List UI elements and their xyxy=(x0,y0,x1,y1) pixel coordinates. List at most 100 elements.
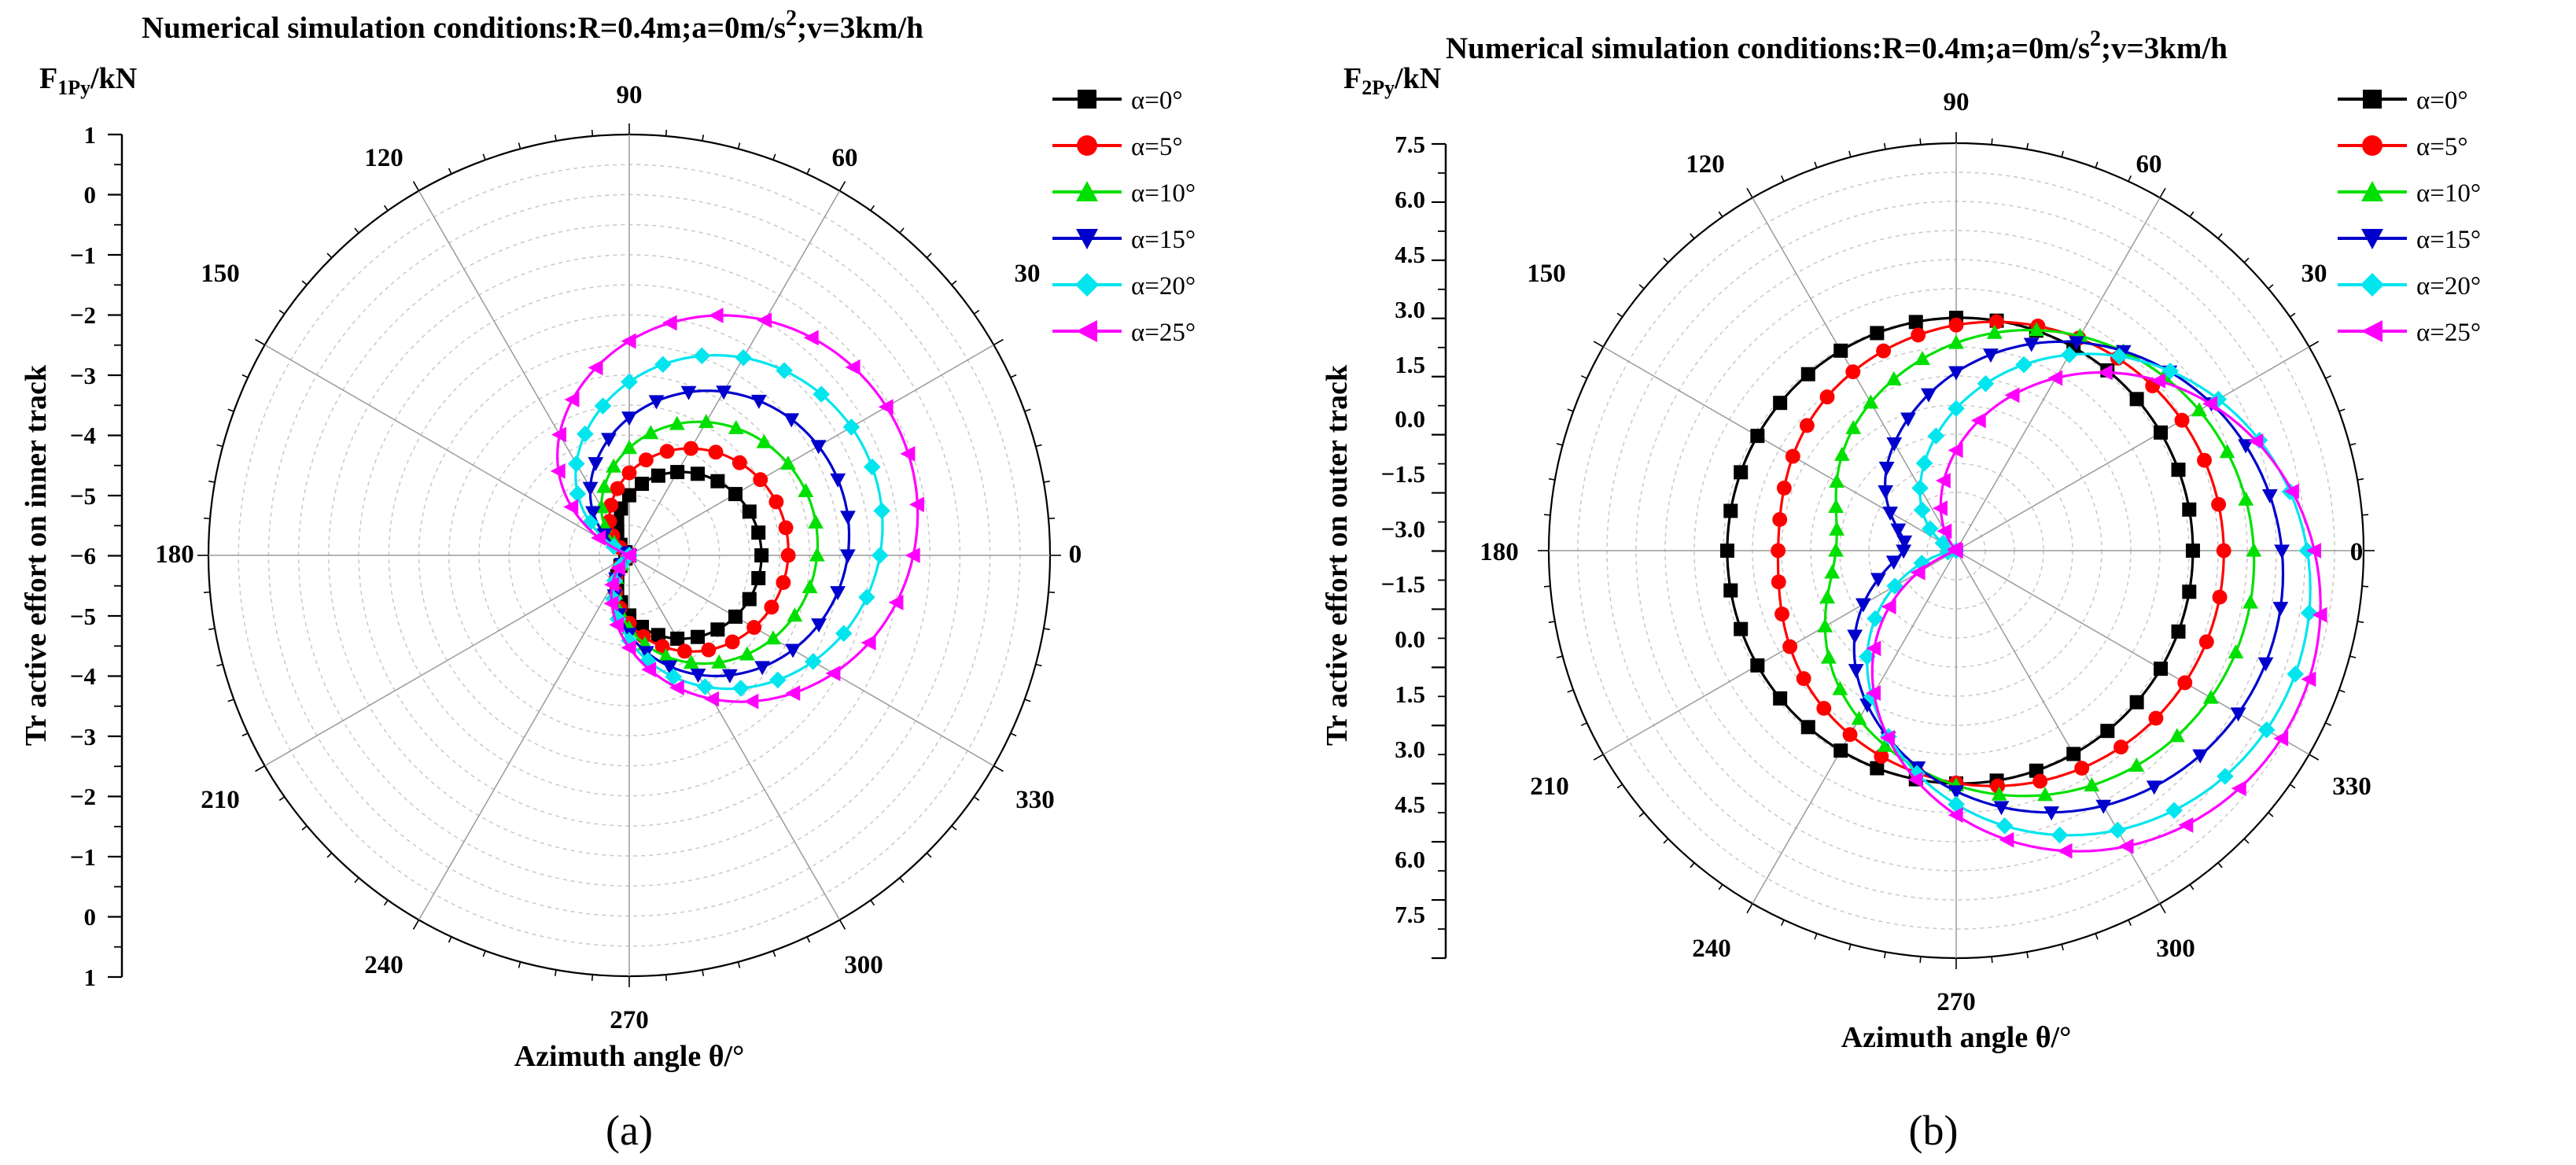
data-point-marker xyxy=(1848,664,1864,679)
panel-a-angle-label: 330 xyxy=(1015,786,1055,814)
data-point-marker xyxy=(2209,390,2228,408)
data-point-marker xyxy=(2191,402,2207,417)
polar-angle-tick xyxy=(1848,150,1852,157)
polar-angle-tick xyxy=(1638,812,1645,817)
polar-angle-tick xyxy=(216,663,223,667)
polar-angle-tick xyxy=(973,796,980,802)
data-point-marker xyxy=(728,419,744,434)
data-point-marker xyxy=(669,415,685,430)
data-point-marker xyxy=(680,385,697,400)
data-point-marker xyxy=(662,660,678,675)
data-point-marker xyxy=(1890,523,1907,538)
polar-angle-tick xyxy=(2338,408,2346,412)
data-point-marker xyxy=(721,669,738,684)
data-point-marker xyxy=(1937,523,1952,540)
data-point-marker xyxy=(1845,419,1862,434)
legend-marker-diamond xyxy=(1075,273,1099,297)
data-point-marker xyxy=(810,440,827,455)
panel-a-tick-label: 0 xyxy=(84,181,97,208)
data-point-marker xyxy=(603,497,619,513)
data-point-marker xyxy=(601,433,617,448)
polar-angle-tick xyxy=(951,280,957,286)
legend-item: α=5° xyxy=(1052,133,1183,161)
data-point-marker xyxy=(2171,624,2186,639)
panel-b-angle-label: 120 xyxy=(1686,150,1725,179)
polar-angle-tick xyxy=(2026,951,2029,959)
legend-marker-circle xyxy=(2362,135,2383,156)
polar-angle-tick xyxy=(354,877,359,883)
data-point-marker xyxy=(1908,315,1923,330)
data-point-marker xyxy=(900,445,916,462)
panel-a-tick-label: −5 xyxy=(70,603,96,630)
data-point-marker xyxy=(2174,412,2190,428)
polar-angle-tick xyxy=(737,142,741,149)
data-point-marker xyxy=(641,662,657,678)
data-point-marker xyxy=(768,494,784,510)
polar-angle-tick xyxy=(591,974,594,982)
panel-a-tick-label: −3 xyxy=(70,362,96,389)
data-point-marker xyxy=(780,547,796,563)
data-point-marker xyxy=(2273,730,2289,747)
panel-a-angle-label: 30 xyxy=(1015,260,1041,288)
panel-a-angle-label: 90 xyxy=(617,81,643,109)
data-point-marker xyxy=(802,579,818,594)
data-point-marker xyxy=(2306,543,2321,559)
legend-item: α=0° xyxy=(2338,87,2468,115)
data-point-marker xyxy=(1821,649,1837,664)
data-point-marker xyxy=(567,455,585,473)
legend-item: α=0° xyxy=(1052,87,1183,115)
data-point-marker xyxy=(1845,364,1861,380)
data-point-marker xyxy=(1772,512,1788,527)
data-point-marker xyxy=(1870,573,1886,588)
panel-a-title: Numerical simulation conditions:R=0.4m;a… xyxy=(142,6,923,45)
data-point-marker xyxy=(1983,348,1999,363)
legend-marker-triangle-up xyxy=(1076,181,1098,201)
polar-angle-tick xyxy=(665,129,668,137)
panel-b-legend: α=0° α=5° α=10° α=15° α=20° xyxy=(2338,87,2481,347)
data-point-marker xyxy=(839,549,856,564)
data-point-marker xyxy=(658,647,674,662)
polar-angle-tick xyxy=(1580,374,1587,379)
panel-a-tick-label: −6 xyxy=(70,542,96,570)
data-point-marker xyxy=(698,414,714,429)
polar-angle-tick xyxy=(2026,142,2029,150)
polar-angle-tick xyxy=(412,181,420,192)
polar-angle-tick xyxy=(1780,175,1785,182)
polar-angle-tick xyxy=(216,444,223,448)
polar-angle-tick xyxy=(1556,655,1563,658)
polar-angle-tick xyxy=(1919,956,1922,964)
panel-a-angle-label: 0 xyxy=(1069,540,1082,569)
panel-b-tick-label: 6.0 xyxy=(1395,846,1425,873)
data-point-marker xyxy=(1723,503,1738,518)
data-point-marker xyxy=(753,472,768,488)
polar-spoke xyxy=(1955,346,2309,551)
polar-angle-tick xyxy=(2243,257,2250,264)
data-point-marker xyxy=(2128,757,2145,772)
data-point-marker xyxy=(2095,799,2112,814)
data-point-marker xyxy=(2051,826,2069,844)
polar-angle-tick xyxy=(1663,838,1669,844)
polar-angle-tick xyxy=(1663,257,1669,264)
panel-a-tick-label: −1 xyxy=(70,843,96,871)
polar-angle-tick xyxy=(354,227,359,234)
legend-marker-circle xyxy=(1077,135,1097,156)
data-point-marker xyxy=(577,425,594,443)
polar-angle-tick xyxy=(838,919,846,930)
data-point-marker xyxy=(650,628,665,643)
data-point-marker xyxy=(776,575,791,590)
data-point-marker xyxy=(2274,544,2290,559)
data-point-marker xyxy=(648,395,665,410)
panel-b-y-axis-label: F2Py/kN xyxy=(1343,62,1441,99)
data-point-marker xyxy=(2177,675,2193,691)
data-point-marker xyxy=(830,586,846,601)
polar-angle-tick xyxy=(255,765,266,772)
data-point-marker xyxy=(2150,373,2166,389)
data-point-marker xyxy=(1800,367,1815,382)
panel-b-angle-label: 300 xyxy=(2156,935,2195,963)
polar-angle-tick xyxy=(1567,408,1574,412)
data-point-marker xyxy=(757,312,772,328)
data-point-marker xyxy=(861,635,876,651)
data-point-marker xyxy=(1774,606,1790,622)
data-point-marker xyxy=(746,620,762,636)
